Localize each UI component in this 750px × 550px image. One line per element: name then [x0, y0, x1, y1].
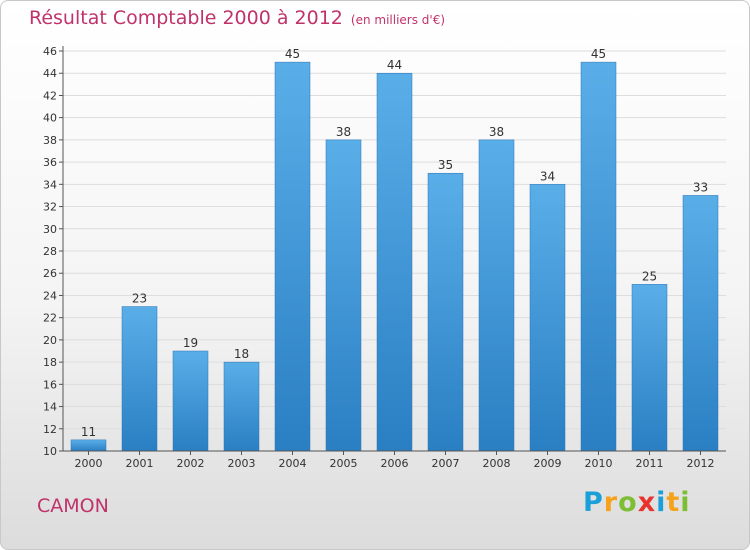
- y-tick-label: 16: [43, 378, 57, 391]
- chart-title: Résultat Comptable 2000 à 2012 (en millie…: [29, 7, 445, 29]
- axes: [62, 46, 726, 452]
- logo-letter: P: [583, 487, 604, 518]
- y-tick-label: 22: [43, 312, 57, 325]
- bar-2009: [529, 184, 566, 452]
- y-tick-label: 26: [43, 267, 57, 280]
- y-tick-label: 18: [43, 356, 57, 369]
- x-tick-label: 2005: [330, 457, 358, 470]
- chart-title-text: Résultat Comptable 2000 à 2012: [29, 7, 343, 29]
- y-tick-label: 42: [43, 89, 57, 102]
- logo-letter: i: [656, 487, 667, 518]
- y-tick-label: 28: [43, 245, 57, 258]
- bar-2011: [631, 284, 668, 452]
- data-labels: 11 23 19 18 45 38 44 35 38 34 45 25 33: [81, 47, 708, 439]
- chart-subtitle: (en milliers d'€): [350, 13, 446, 27]
- logo-letter: r: [603, 487, 619, 518]
- bar-2002: [172, 350, 209, 452]
- data-label-2004: 45: [285, 47, 300, 61]
- x-tick-label: 2007: [432, 457, 460, 470]
- data-label-2002: 19: [183, 336, 198, 350]
- x-tick-label: 2000: [75, 457, 103, 470]
- proxiti-logo: Proxiti: [583, 487, 691, 518]
- y-tick-label: 30: [43, 223, 57, 236]
- x-tick-label: 2012: [687, 457, 715, 470]
- y-tick-label: 34: [43, 178, 57, 191]
- logo-letter: o: [618, 487, 638, 518]
- bar-2000: [70, 439, 107, 452]
- y-tick-label: 12: [43, 423, 57, 436]
- x-tick-label: 2003: [228, 457, 256, 470]
- x-tick-label: 2001: [126, 457, 154, 470]
- bar-2008: [478, 139, 515, 452]
- y-tick-label: 14: [43, 401, 57, 414]
- logo-letter: i: [680, 487, 691, 518]
- x-axis-ticks: 2000 2001 2002 2003 2004 2005 2006 2007 2008 2009…: [75, 451, 715, 470]
- y-tick-label: 40: [43, 112, 57, 125]
- bar-2004: [274, 61, 311, 452]
- data-label-2005: 38: [336, 125, 351, 139]
- logo-letter: x: [637, 487, 657, 518]
- bar-2012: [682, 195, 719, 452]
- x-tick-label: 2008: [483, 457, 511, 470]
- bar-2007: [427, 172, 464, 452]
- y-tick-label: 24: [43, 289, 57, 302]
- y-tick-label: 44: [43, 67, 57, 80]
- data-label-2012: 33: [693, 180, 708, 194]
- x-tick-label: 2010: [585, 457, 613, 470]
- place-name: CAMON: [37, 495, 109, 517]
- x-tick-label: 2002: [177, 457, 205, 470]
- bar-2005: [325, 139, 362, 452]
- bar-2010: [580, 61, 617, 452]
- data-label-2000: 11: [81, 425, 96, 439]
- data-label-2001: 23: [132, 292, 147, 306]
- y-tick-label: 20: [43, 334, 57, 347]
- logo-letter: t: [666, 487, 681, 518]
- data-label-2008: 38: [489, 125, 504, 139]
- x-tick-label: 2004: [279, 457, 307, 470]
- bars: [70, 61, 719, 452]
- bar-2001: [121, 306, 158, 452]
- x-tick-label: 2011: [636, 457, 664, 470]
- data-label-2011: 25: [642, 269, 657, 283]
- bar-2003: [223, 361, 260, 452]
- y-tick-label: 36: [43, 156, 57, 169]
- y-tick-label: 10: [43, 445, 57, 458]
- data-label-2010: 45: [591, 47, 606, 61]
- data-label-2003: 18: [234, 347, 249, 361]
- data-label-2006: 44: [387, 58, 402, 72]
- y-tick-label: 46: [43, 45, 57, 58]
- x-tick-label: 2006: [381, 457, 409, 470]
- y-tick-label: 32: [43, 201, 57, 214]
- data-label-2009: 34: [540, 169, 555, 183]
- data-label-2007: 35: [438, 158, 453, 172]
- y-axis-ticks: 10 12 14 16 18 20 22 24 26 28 30 32 34 36 38 40 42 44 46: [43, 45, 63, 458]
- x-tick-label: 2009: [534, 457, 562, 470]
- y-tick-label: 38: [43, 134, 57, 147]
- bar-2006: [376, 72, 413, 452]
